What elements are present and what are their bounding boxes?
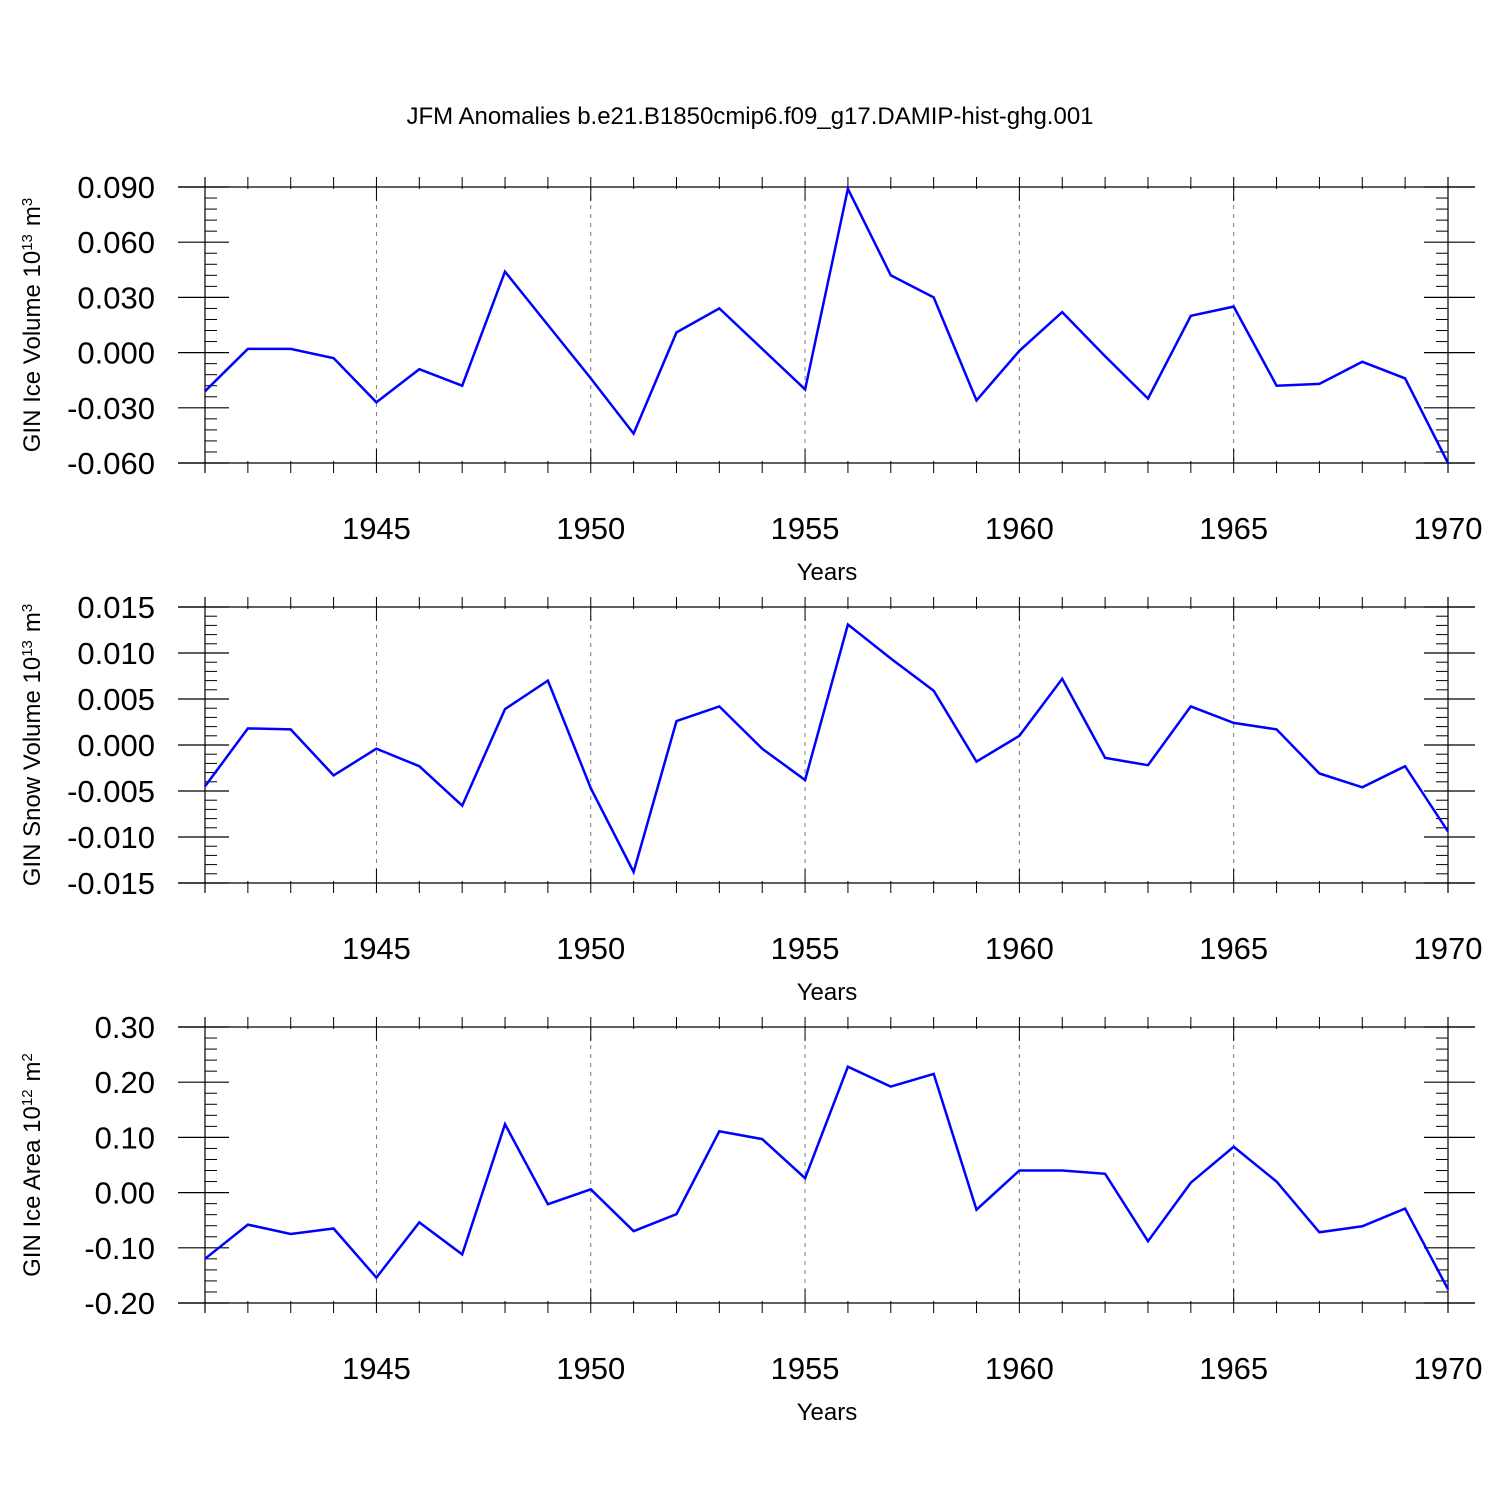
y-tick-label: 0.00 [95, 1176, 155, 1211]
x-tick-label: 1970 [1414, 1351, 1483, 1386]
x-axis-title: Years [797, 1399, 858, 1426]
y-tick-label: 0.060 [77, 225, 155, 260]
y-tick-label: 0.010 [77, 636, 155, 671]
y-tick-label: -0.030 [67, 391, 155, 426]
series-line [203, 622, 1450, 876]
plot-frame [204, 177, 1449, 473]
x-tick-label: 1945 [342, 931, 411, 966]
x-axis-title: Years [797, 979, 858, 1006]
y-tick-label: 0.000 [77, 728, 155, 763]
x-axis-title: Years [797, 559, 858, 586]
x-tick-label: 1955 [771, 1351, 840, 1386]
plot-frame [204, 597, 1449, 893]
x-tick-label: 1965 [1199, 931, 1268, 966]
x-tick-label: 1945 [342, 1351, 411, 1386]
panel-ice-volume: 0.090 0.060 0.030 0.000 -0.030 -0.060 1945 1950… [19, 170, 1483, 586]
x-tick-label: 1950 [556, 511, 625, 546]
y-tick-label: 0.10 [95, 1120, 155, 1155]
y-tick-label: 0.030 [77, 280, 155, 315]
y-tick-label: 0.000 [77, 336, 155, 371]
y-tick-label: -0.015 [67, 866, 155, 901]
y-tick-label: 0.015 [77, 590, 155, 625]
y-tick-label: 0.005 [77, 682, 155, 717]
y-tick-label: -0.010 [67, 820, 155, 855]
y-tick-label: -0.10 [84, 1231, 155, 1266]
x-tick-label: 1970 [1414, 511, 1483, 546]
x-tick-label: 1970 [1414, 931, 1483, 966]
y-tick-label: -0.20 [84, 1286, 155, 1321]
x-tick-label: 1950 [556, 1351, 625, 1386]
x-tick-label: 1960 [985, 511, 1054, 546]
x-tick-label: 1955 [771, 511, 840, 546]
y-axis-title: GIN Ice Volume 1013m3 [19, 198, 47, 452]
x-tick-label: 1965 [1199, 1351, 1268, 1386]
y-tick-label: -0.005 [67, 774, 155, 809]
plot-frame [204, 1017, 1449, 1313]
y-tick-label: 0.20 [95, 1065, 155, 1100]
chart-title: JFM Anomalies b.e21.B1850cmip6.f09_g17.D… [406, 103, 1093, 130]
panel-snow-volume: 0.015 0.010 0.005 0.000 -0.005 -0.010 -0.015 19… [19, 590, 1483, 1006]
y-axis-title: GIN Snow Volume 1013m3 [19, 604, 47, 886]
panel-ice-area: 0.30 0.20 0.10 0.00 -0.10 -0.20 1945 1950 1955 19… [19, 1010, 1483, 1426]
x-tick-label: 1950 [556, 931, 625, 966]
series-line [204, 185, 1450, 464]
x-tick-label: 1960 [985, 931, 1054, 966]
y-axis-title: GIN Ice Area 1012m2 [19, 1053, 47, 1277]
x-tick-label: 1965 [1199, 511, 1268, 546]
x-tick-label: 1955 [771, 931, 840, 966]
x-tick-label: 1960 [985, 1351, 1054, 1386]
x-tick-label: 1945 [342, 511, 411, 546]
y-tick-label: 0.30 [95, 1010, 155, 1045]
y-tick-label: -0.060 [67, 446, 155, 481]
y-tick-label: 0.090 [77, 170, 155, 205]
series-line [204, 1065, 1450, 1290]
